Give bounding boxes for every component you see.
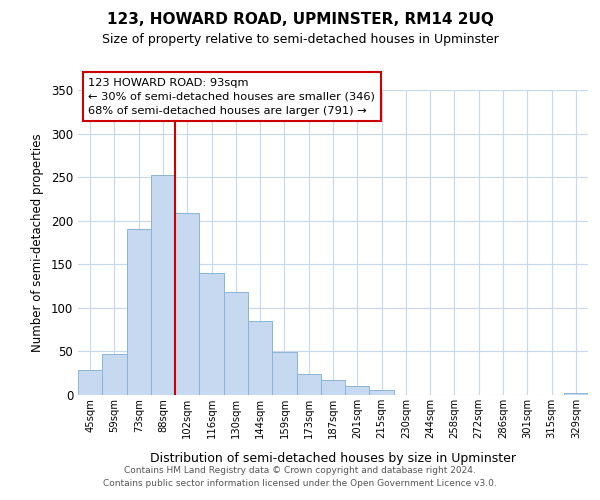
Bar	[175, 213, 199, 395]
Text: 123, HOWARD ROAD, UPMINSTER, RM14 2UQ: 123, HOWARD ROAD, UPMINSTER, RM14 2UQ	[107, 12, 493, 28]
Y-axis label: Number of semi-detached properties: Number of semi-detached properties	[31, 133, 44, 352]
Text: 123 HOWARD ROAD: 93sqm
← 30% of semi-detached houses are smaller (346)
68% of se: 123 HOWARD ROAD: 93sqm ← 30% of semi-det…	[88, 78, 375, 116]
Bar	[248, 321, 272, 395]
Bar	[151, 174, 175, 395]
Bar	[321, 380, 345, 395]
Bar	[272, 352, 296, 395]
Bar	[296, 374, 321, 395]
Bar	[78, 370, 102, 395]
Bar	[199, 273, 224, 395]
X-axis label: Distribution of semi-detached houses by size in Upminster: Distribution of semi-detached houses by …	[150, 452, 516, 465]
Bar	[370, 390, 394, 395]
Bar	[564, 394, 588, 395]
Bar	[345, 386, 370, 395]
Bar	[102, 354, 127, 395]
Bar	[224, 292, 248, 395]
Text: Size of property relative to semi-detached houses in Upminster: Size of property relative to semi-detach…	[101, 32, 499, 46]
Bar	[127, 230, 151, 395]
Text: Contains HM Land Registry data © Crown copyright and database right 2024.
Contai: Contains HM Land Registry data © Crown c…	[103, 466, 497, 487]
